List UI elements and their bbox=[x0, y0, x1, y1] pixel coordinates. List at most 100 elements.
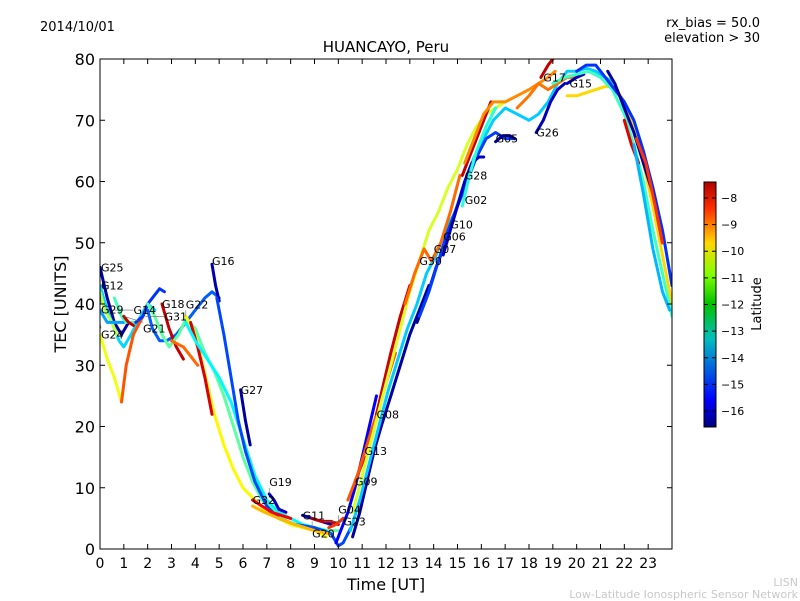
series-line-g19 bbox=[267, 492, 288, 514]
colorbar-ticks: −8 −9 −10 −11 −12 −13 −14 −15 −16 bbox=[704, 192, 744, 418]
prn-leader-layer bbox=[99, 255, 435, 528]
series-line-g16b bbox=[215, 296, 355, 548]
prn-label-g32: G32 bbox=[253, 494, 276, 507]
rx-bias-label: rx_bias = 50.0 bbox=[666, 16, 760, 31]
x-tick-label: 18 bbox=[520, 556, 538, 572]
series-line-g22c bbox=[170, 339, 200, 367]
date-label: 2014/10/01 bbox=[40, 20, 115, 35]
x-tick-label: 19 bbox=[544, 556, 562, 572]
y-tick-label: 30 bbox=[75, 356, 95, 375]
prn-label-g28: G28 bbox=[465, 169, 488, 182]
colorbar-tick-label: −11 bbox=[721, 272, 744, 285]
prn-label-g14: G14 bbox=[134, 304, 157, 317]
y-axis-label: TEC [UNITS] bbox=[51, 256, 70, 354]
prn-label-g24: G24 bbox=[101, 328, 124, 341]
prn-label-g26: G26 bbox=[536, 127, 559, 140]
prn-label-g07: G07 bbox=[434, 243, 457, 256]
colorbar-tick-label: −16 bbox=[721, 405, 744, 418]
colorbar-tick-label: −8 bbox=[721, 192, 737, 205]
series-line-g15c bbox=[551, 69, 672, 318]
x-tick-label: 15 bbox=[449, 556, 467, 572]
x-tick-label: 22 bbox=[615, 556, 633, 572]
x-tick-label: 1 bbox=[119, 556, 128, 572]
prn-label-g23: G23 bbox=[343, 515, 366, 528]
prn-label-g27: G27 bbox=[241, 384, 264, 397]
series-line-g02 bbox=[460, 106, 498, 208]
series-layer bbox=[100, 59, 672, 548]
y-tick-label: 40 bbox=[75, 295, 95, 314]
series-line-g31 bbox=[134, 287, 166, 324]
prn-leader-line bbox=[123, 316, 144, 323]
chart-title: HUANCAYO, Peru bbox=[323, 38, 449, 56]
prn-label-g16: G16 bbox=[212, 255, 235, 268]
series-line-g22b bbox=[189, 320, 214, 416]
series-line-g15b bbox=[565, 85, 672, 306]
prn-label-g05: G05 bbox=[496, 133, 519, 146]
prn-label-g06: G06 bbox=[443, 231, 466, 244]
x-axis: 0 1 2 3 4 5 6 7 8 9 10 11 12 13 14 15 16 17 18 19 20 21 22 23 bbox=[96, 59, 657, 572]
prn-label-g12: G12 bbox=[101, 280, 124, 293]
footer-lisn: LISN bbox=[773, 576, 798, 589]
series-line-g05 bbox=[494, 134, 517, 144]
y-tick-label: 20 bbox=[75, 418, 95, 437]
series-line-g18b bbox=[146, 302, 340, 533]
x-tick-label: 14 bbox=[425, 556, 443, 572]
prn-label-g02: G02 bbox=[465, 194, 488, 207]
y-tick-label: 80 bbox=[75, 50, 95, 69]
prn-label-g21: G21 bbox=[143, 322, 166, 335]
colorbar-tick-label: −14 bbox=[721, 352, 744, 365]
prn-label-g08: G08 bbox=[377, 408, 400, 421]
colorbar-tick-label: −15 bbox=[721, 378, 744, 391]
prn-label-g22: G22 bbox=[186, 298, 209, 311]
prn-label-g11: G11 bbox=[303, 509, 326, 522]
prn-label-g10: G10 bbox=[450, 218, 473, 231]
x-tick-label: 13 bbox=[401, 556, 419, 572]
series-line-g21 bbox=[122, 314, 135, 327]
prn-label-g19: G19 bbox=[269, 476, 292, 489]
series-line-g32 bbox=[251, 498, 293, 520]
series-line-g27 bbox=[239, 388, 252, 447]
colorbar-tick-label: −9 bbox=[721, 219, 737, 232]
prn-label-g13: G13 bbox=[365, 445, 388, 458]
series-line-g15d bbox=[575, 63, 672, 288]
x-tick-label: 21 bbox=[592, 556, 610, 572]
prn-label-g17: G17 bbox=[543, 71, 566, 84]
prn-label-g04: G04 bbox=[338, 503, 361, 516]
y-tick-label: 10 bbox=[75, 479, 95, 498]
x-tick-label: 3 bbox=[167, 556, 176, 572]
series-line-g24b bbox=[100, 333, 123, 404]
prn-label-g31: G31 bbox=[165, 310, 188, 323]
x-tick-label: 12 bbox=[377, 556, 395, 572]
series-line-g32b bbox=[251, 504, 331, 536]
prn-label-g09: G09 bbox=[355, 476, 378, 489]
prn-label-g29: G29 bbox=[101, 304, 124, 317]
x-tick-label: 10 bbox=[329, 556, 347, 572]
prn-label-g18: G18 bbox=[162, 298, 185, 311]
series-line-g23 bbox=[327, 516, 345, 530]
x-tick-label: 20 bbox=[568, 556, 586, 572]
prn-label-g30: G30 bbox=[419, 255, 442, 268]
x-axis-label: Time [UT] bbox=[346, 575, 425, 594]
y-tick-label: 70 bbox=[75, 111, 95, 130]
series-line-g10 bbox=[441, 155, 486, 257]
series-line-g18 bbox=[160, 302, 185, 361]
colorbar-tick-label: −12 bbox=[721, 299, 744, 312]
elevation-label: elevation > 30 bbox=[664, 31, 760, 46]
y-axis: 0 10 20 30 40 50 60 70 80 bbox=[75, 50, 672, 559]
colorbar-tick-label: −13 bbox=[721, 325, 744, 338]
footer-network: Low-Latitude Ionospheric Sensor Network bbox=[569, 588, 798, 601]
series-line-g28b bbox=[463, 69, 557, 165]
x-tick-label: 23 bbox=[639, 556, 657, 572]
series-line-g29 bbox=[100, 290, 119, 337]
x-tick-label: 5 bbox=[215, 556, 224, 572]
x-tick-label: 16 bbox=[472, 556, 490, 572]
series-line-g24 bbox=[100, 308, 126, 324]
x-tick-label: 9 bbox=[310, 556, 319, 572]
series-line-g16 bbox=[210, 262, 221, 303]
colorbar-tick-label: −10 bbox=[721, 245, 744, 258]
prn-label-g20: G20 bbox=[312, 527, 335, 540]
series-line-g04 bbox=[334, 394, 378, 545]
x-tick-label: 17 bbox=[496, 556, 514, 572]
